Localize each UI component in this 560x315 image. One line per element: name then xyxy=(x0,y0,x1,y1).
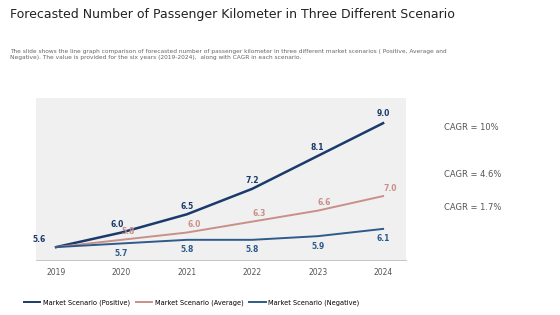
Text: 5.8: 5.8 xyxy=(122,227,135,236)
Text: 5.8: 5.8 xyxy=(246,245,259,254)
Text: 6.5: 6.5 xyxy=(180,202,194,211)
Text: 5.6: 5.6 xyxy=(32,235,46,243)
Legend: Market Scenario (Positive), Market Scenario (Average), Market Scenario (Negative: Market Scenario (Positive), Market Scena… xyxy=(21,297,362,308)
Text: 6.0: 6.0 xyxy=(110,220,124,229)
Text: 6.0: 6.0 xyxy=(187,220,200,229)
Text: 6.3: 6.3 xyxy=(253,209,266,218)
Text: 5.8: 5.8 xyxy=(180,245,194,254)
Text: 6.1: 6.1 xyxy=(376,234,390,243)
Text: 5.9: 5.9 xyxy=(311,242,324,251)
Text: 6.6: 6.6 xyxy=(318,198,332,207)
Text: Forecasted Number of Passenger Kilometer in Three Different Scenario: Forecasted Number of Passenger Kilometer… xyxy=(10,8,455,21)
Text: CAGR = 4.6%: CAGR = 4.6% xyxy=(444,170,501,179)
Text: 7.0: 7.0 xyxy=(383,184,397,192)
Text: 8.1: 8.1 xyxy=(311,143,324,152)
Text: 7.2: 7.2 xyxy=(245,176,259,185)
Text: Total Number of Passenger Kilometer (Bn): Total Number of Passenger Kilometer (Bn) xyxy=(115,81,330,90)
Text: CAGR = 10%: CAGR = 10% xyxy=(444,123,498,132)
Text: 5.7: 5.7 xyxy=(115,249,128,258)
Text: The slide shows the line graph comparison of forecasted number of passenger kilo: The slide shows the line graph compariso… xyxy=(10,49,447,60)
Text: CAGR = 1.7%: CAGR = 1.7% xyxy=(444,203,501,212)
Text: 9.0: 9.0 xyxy=(376,109,390,118)
